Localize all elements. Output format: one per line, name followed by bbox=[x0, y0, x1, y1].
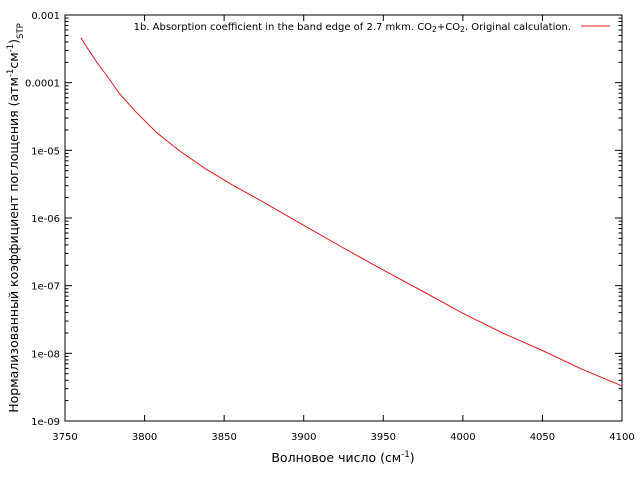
y-tick-label: 1e-06 bbox=[31, 214, 60, 225]
x-tick-label: 3750 bbox=[52, 432, 77, 443]
y-tick-label: 0.001 bbox=[31, 11, 60, 22]
x-tick-label: 3950 bbox=[371, 432, 396, 443]
x-tick-label: 3900 bbox=[291, 432, 316, 443]
x-tick-label: 4100 bbox=[609, 432, 634, 443]
y-tick-label: 1e-05 bbox=[31, 146, 60, 157]
x-tick-label: 3800 bbox=[132, 432, 157, 443]
y-tick-label: 1e-09 bbox=[31, 417, 60, 428]
plot-frame bbox=[64, 14, 623, 422]
series-layer bbox=[80, 37, 623, 387]
x-tick-label: 4000 bbox=[450, 432, 475, 443]
y-tick-label: 0.0001 bbox=[25, 79, 60, 90]
y-tick-label: 1e-07 bbox=[31, 282, 60, 293]
x-tick-label: 3850 bbox=[211, 432, 236, 443]
x-axis-title: Волновое число (см-1) bbox=[271, 450, 414, 465]
y-axis-title: Нормализованный коэффициент поглощения (… bbox=[6, 23, 26, 413]
x-tick-label: 4050 bbox=[530, 432, 555, 443]
series-line bbox=[80, 37, 623, 387]
legend: 1b. Absorption coefficient in the band e… bbox=[134, 22, 610, 34]
y-axis: 1e-09 1e-08 1e-07 1e-06 1e-05 0.0001 0.001 bbox=[25, 11, 622, 428]
y-tick-label: 1e-08 bbox=[31, 349, 60, 360]
x-axis: 3750 3800 3850 3900 3950 4000 4050 4100 bbox=[52, 15, 635, 443]
legend-label: 1b. Absorption coefficient in the band e… bbox=[134, 22, 571, 34]
